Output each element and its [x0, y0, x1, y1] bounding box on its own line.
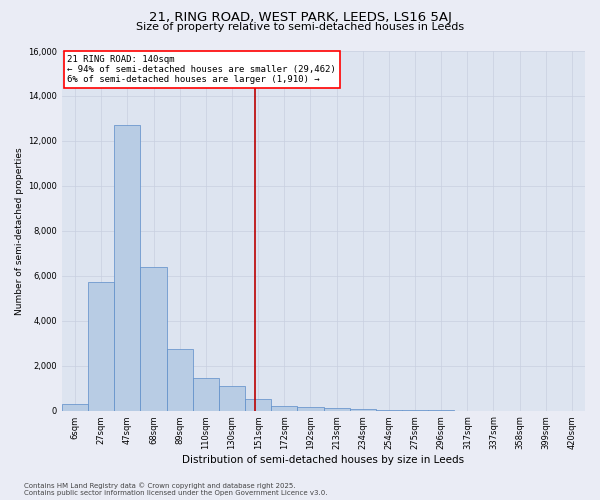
- Bar: [298, 407, 323, 410]
- Bar: [193, 378, 219, 410]
- Bar: [88, 282, 115, 410]
- Text: Size of property relative to semi-detached houses in Leeds: Size of property relative to semi-detach…: [136, 22, 464, 32]
- Bar: [140, 267, 167, 410]
- Bar: [271, 406, 298, 410]
- Bar: [62, 404, 88, 410]
- Text: Contains HM Land Registry data © Crown copyright and database right 2025.
Contai: Contains HM Land Registry data © Crown c…: [24, 482, 328, 496]
- Bar: [167, 349, 193, 410]
- X-axis label: Distribution of semi-detached houses by size in Leeds: Distribution of semi-detached houses by …: [182, 455, 464, 465]
- Text: 21, RING ROAD, WEST PARK, LEEDS, LS16 5AJ: 21, RING ROAD, WEST PARK, LEEDS, LS16 5A…: [149, 10, 451, 24]
- Y-axis label: Number of semi-detached properties: Number of semi-detached properties: [15, 147, 24, 314]
- Text: 21 RING ROAD: 140sqm
← 94% of semi-detached houses are smaller (29,462)
6% of se: 21 RING ROAD: 140sqm ← 94% of semi-detac…: [67, 54, 336, 84]
- Bar: [115, 125, 140, 410]
- Bar: [323, 408, 350, 410]
- Bar: [219, 386, 245, 410]
- Bar: [245, 399, 271, 410]
